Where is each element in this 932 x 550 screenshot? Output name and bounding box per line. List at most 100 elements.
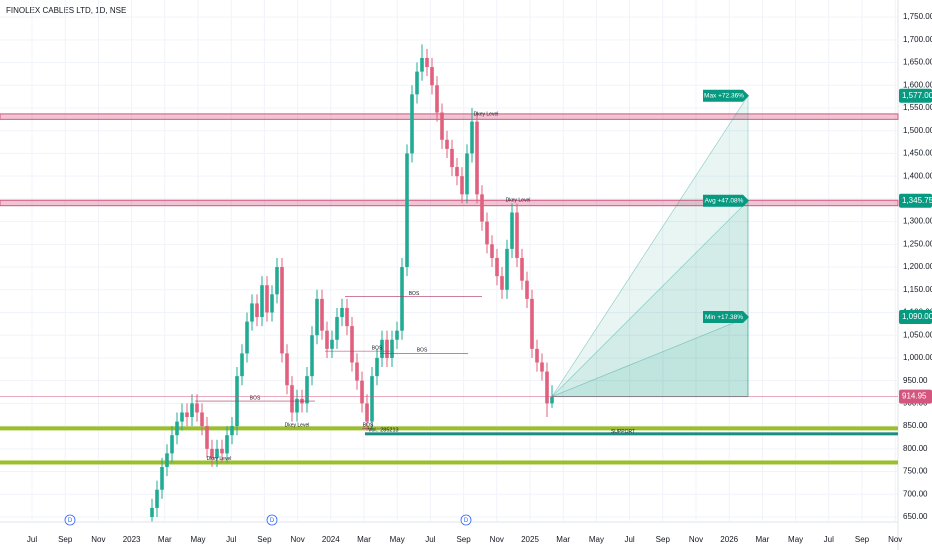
x-tick-label: May <box>788 535 803 544</box>
candle-body <box>390 339 394 358</box>
annotation-label: BOS <box>372 345 383 351</box>
x-tick-label: May <box>390 535 405 544</box>
candle-body <box>495 257 499 277</box>
annotation-label: BOS <box>363 423 374 429</box>
x-tick-label: Jul <box>824 535 834 544</box>
candle-body <box>525 280 529 299</box>
y-tick-label: 1,150.00 <box>903 285 932 294</box>
x-tick-label: Jul <box>624 535 634 544</box>
candle-body <box>515 212 519 258</box>
candle-body <box>305 376 309 404</box>
x-tick-label: Sep <box>257 535 272 544</box>
candle-body <box>290 385 294 413</box>
y-tick-label: 1,000.00 <box>903 353 932 362</box>
candle-body <box>185 412 189 418</box>
candle-body <box>350 326 354 363</box>
candle-body <box>430 67 434 86</box>
candle-body <box>325 330 329 349</box>
candle-body <box>275 267 279 295</box>
candle-body <box>240 353 244 377</box>
y-tick-label: 1,400.00 <box>903 171 932 180</box>
x-tick-label: Sep <box>656 535 671 544</box>
x-tick-label: 2024 <box>322 535 340 544</box>
candle-body <box>485 221 489 245</box>
annotation-label: BOS <box>417 348 428 354</box>
candle-body <box>510 212 514 249</box>
candle-body <box>360 380 364 404</box>
x-tick-label: Jul <box>27 535 37 544</box>
candle-body <box>295 398 299 413</box>
x-tick-label: Sep <box>58 535 73 544</box>
candle-body <box>465 153 469 195</box>
price-tag-label: 1,345.75 <box>902 196 932 205</box>
target-tag <box>703 89 749 102</box>
candle-body <box>470 121 474 154</box>
y-tick-label: 800.00 <box>903 444 928 453</box>
support-line <box>0 426 898 431</box>
candle-body <box>210 448 214 458</box>
y-tick-label: 950.00 <box>903 376 928 385</box>
candle-body <box>425 57 429 68</box>
x-tick-label: 2025 <box>521 535 539 544</box>
x-tick-label: Jul <box>425 535 435 544</box>
target-label: Min +17.38% <box>705 314 743 321</box>
target-label: Max +72.36% <box>704 92 744 99</box>
candle-body <box>460 176 464 195</box>
candle-body <box>480 194 484 222</box>
x-tick-label: Mar <box>158 535 172 544</box>
target-label: Avg +47.08% <box>705 198 744 205</box>
x-tick-label: 2026 <box>720 535 738 544</box>
candle-body <box>250 303 254 322</box>
target-tag <box>703 311 749 324</box>
candle-body <box>170 435 174 454</box>
candle-body <box>540 362 544 372</box>
candle-body <box>490 244 494 258</box>
annotation-label: BOS <box>250 395 261 401</box>
candle-body <box>280 267 284 354</box>
candle-body <box>155 489 159 508</box>
y-tick-label: 850.00 <box>903 421 928 430</box>
x-tick-label: Nov <box>888 535 902 544</box>
candle-body <box>310 335 314 377</box>
candle-body <box>215 448 219 458</box>
annotation-label: Dkey Level <box>207 456 232 462</box>
annotation-label: Dkey Level <box>285 423 310 429</box>
candle-body <box>475 121 479 195</box>
candle-body <box>205 426 209 449</box>
candle-body <box>500 276 504 290</box>
x-tick-label: Mar <box>556 535 570 544</box>
x-tick-label: Nov <box>689 535 703 544</box>
candle-body <box>545 371 549 404</box>
candle-body <box>200 412 204 427</box>
candle-body <box>190 403 194 418</box>
dividend-label: D <box>68 518 73 524</box>
candle-body <box>285 353 289 386</box>
y-tick-label: 1,550.00 <box>903 103 932 112</box>
candle-body <box>415 71 419 95</box>
candle-body <box>150 507 154 517</box>
candle-body <box>370 376 374 422</box>
candle-body <box>345 307 349 327</box>
y-tick-label: 1,200.00 <box>903 262 932 271</box>
dividend-label: D <box>464 518 469 524</box>
candle-body <box>195 403 199 413</box>
support-line <box>0 460 898 465</box>
candle-body <box>520 257 524 281</box>
support-label: SUPPORT <box>611 429 635 435</box>
candle-body <box>385 339 389 358</box>
candle-body <box>435 85 439 113</box>
candle-body <box>375 357 379 377</box>
y-tick-label: 1,750.00 <box>903 12 932 21</box>
candle-body <box>455 167 459 177</box>
candle-body <box>180 412 184 422</box>
candle-body <box>165 453 169 468</box>
candle-body <box>410 94 414 154</box>
target-tag <box>703 194 749 207</box>
candle-body <box>395 330 399 340</box>
price-tag-label: 1,577.00 <box>902 91 932 100</box>
candle-body <box>320 298 324 331</box>
price-tag <box>899 88 932 103</box>
candle-body <box>440 112 444 140</box>
candle-body <box>160 467 164 490</box>
price-tag <box>899 310 932 325</box>
